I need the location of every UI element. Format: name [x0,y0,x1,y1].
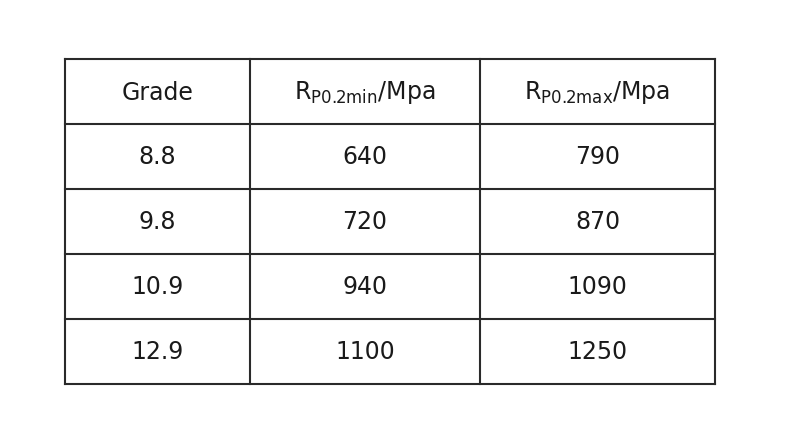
Text: 1090: 1090 [567,275,627,299]
Text: 640: 640 [342,145,387,169]
Text: 12.9: 12.9 [131,340,184,364]
Text: 870: 870 [575,210,620,234]
Text: Grade: Grade [122,80,194,104]
Text: 720: 720 [342,210,387,234]
Text: 790: 790 [575,145,620,169]
Text: 10.9: 10.9 [131,275,184,299]
Text: $\mathregular{R}_{\mathregular{P0.2min}}$/Mpa: $\mathregular{R}_{\mathregular{P0.2min}}… [294,79,436,106]
Text: 8.8: 8.8 [138,145,176,169]
Text: 1100: 1100 [335,340,395,364]
Text: $\mathregular{R}_{\mathregular{P0.2max}}$/Mpa: $\mathregular{R}_{\mathregular{P0.2max}}… [525,79,670,106]
Text: 940: 940 [342,275,387,299]
Text: 1250: 1250 [567,340,627,364]
Text: 9.8: 9.8 [138,210,176,234]
